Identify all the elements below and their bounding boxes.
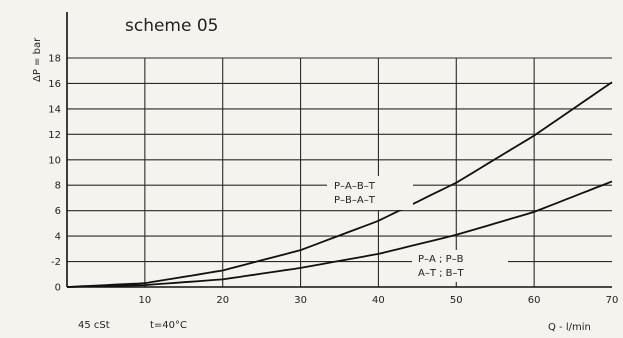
x-tick-label-0: 10 bbox=[138, 295, 151, 306]
y-tick-label-8: 16 bbox=[48, 79, 61, 90]
x-tick-label-5: 60 bbox=[528, 295, 541, 306]
x-tick-labels: 10 20 30 40 50 60 70 bbox=[138, 295, 618, 306]
series-lines bbox=[66, 81, 613, 288]
y-tick-label-2: 4 bbox=[55, 232, 61, 243]
annotation-2-line-2: A–T ; B–T bbox=[418, 268, 465, 279]
annotations: P–A–B–T P–B–A–T P–A ; P–B A–T ; B–T bbox=[327, 176, 508, 282]
annotation-1-box bbox=[327, 176, 413, 210]
y-tick-label-5: 10 bbox=[48, 155, 61, 166]
series-line-1 bbox=[66, 81, 613, 288]
x-tick-label-6: 70 bbox=[606, 295, 619, 306]
annotation-1-line-1: P–A–B–T bbox=[334, 181, 376, 192]
x-axis-label: Q - l/min bbox=[548, 322, 591, 333]
y-axis-label: ΔP = bar bbox=[32, 37, 43, 82]
y-tick-label-4: 8 bbox=[55, 181, 61, 192]
y-tick-label-3: 6 bbox=[55, 206, 61, 217]
chart-title: scheme 05 bbox=[125, 16, 219, 36]
y-tick-label-6: 12 bbox=[48, 130, 61, 141]
x-tick-label-2: 30 bbox=[294, 295, 307, 306]
y-tick-labels: 0 -2 4 6 8 10 12 14 16 18 bbox=[48, 54, 61, 294]
annotation-1-line-2: P–B–A–T bbox=[334, 195, 376, 206]
y-tick-label-7: 14 bbox=[48, 104, 61, 115]
x-tick-label-4: 50 bbox=[450, 295, 463, 306]
series-line-2 bbox=[66, 180, 613, 288]
y-tick-label-0: 0 bbox=[55, 283, 61, 294]
footer-temperature: t=40°C bbox=[150, 320, 187, 331]
axes bbox=[66, 12, 612, 288]
annotation-2-line-1: P–A ; P–B bbox=[418, 254, 464, 265]
x-tick-label-1: 20 bbox=[216, 295, 229, 306]
y-tick-label-1: -2 bbox=[51, 257, 61, 268]
y-tick-label-9: 18 bbox=[48, 54, 61, 65]
footer-viscosity: 45 cSt bbox=[78, 320, 110, 331]
x-tick-label-3: 40 bbox=[372, 295, 385, 306]
annotation-2-box bbox=[412, 250, 508, 282]
grid bbox=[67, 57, 612, 287]
